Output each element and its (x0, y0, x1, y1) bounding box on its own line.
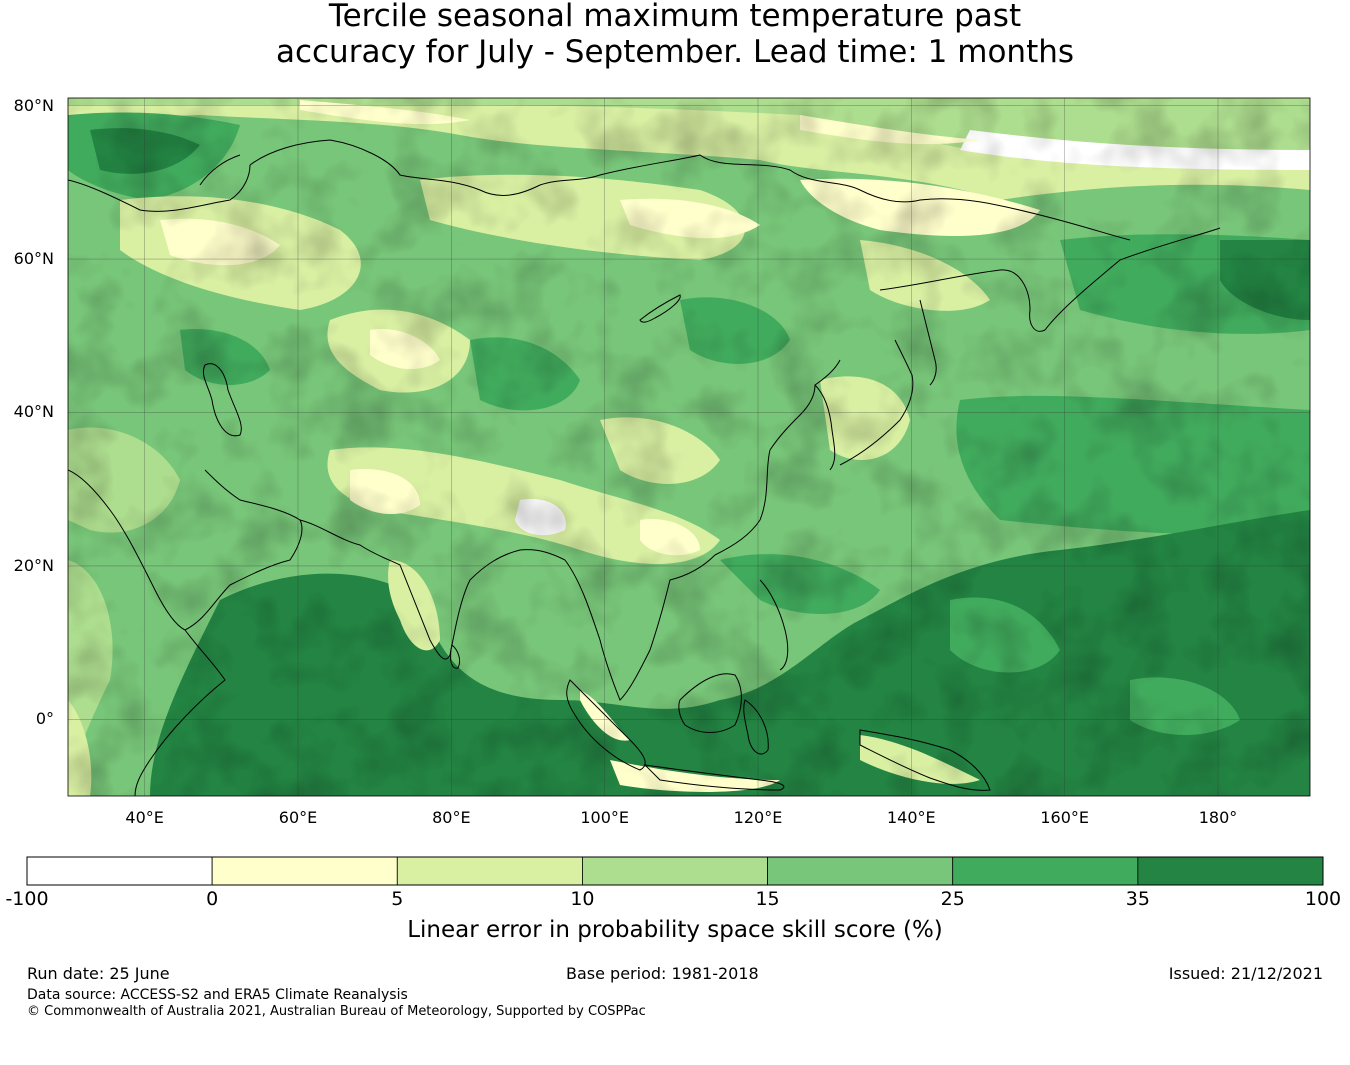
data-source: Data source: ACCESS-S2 and ERA5 Climate … (27, 987, 408, 1003)
colorbar-bin (582, 856, 768, 886)
coastlines (68, 139, 1221, 796)
longitude-label: 40°E (125, 808, 164, 827)
chart-title-line-2: accuracy for July - September. Lead time… (275, 34, 1075, 70)
colorbar-bin (26, 856, 213, 886)
colorbar-tick-label: 5 (391, 888, 404, 910)
colorbar-bin (767, 856, 954, 886)
colorbar-bin (211, 856, 398, 886)
latitude-label: 20°N (13, 555, 54, 575)
longitude-label: 140°E (887, 808, 936, 827)
colorbar-tick-label: 15 (755, 888, 780, 910)
run-date: Run date: 25 June (27, 964, 170, 983)
colorbar-frame (26, 856, 1324, 886)
map-field (68, 98, 1310, 796)
base-period: Base period: 1981-2018 (566, 964, 759, 983)
latitude-label: 40°N (13, 402, 54, 422)
copyright: © Commonwealth of Australia 2021, Austra… (27, 1004, 646, 1019)
colorbar-bin (1137, 856, 1324, 886)
latitude-label: 0° (35, 709, 54, 729)
map-frame (67, 97, 1311, 797)
colorbar-bin (396, 856, 583, 886)
longitude-label: 60°E (278, 808, 318, 827)
colorbar-tick-label: 10 (570, 888, 595, 910)
colorbar-label: Linear error in probability space skill … (407, 917, 943, 943)
chart-title-line-1: Tercile seasonal maximum temperature pas… (328, 0, 1022, 34)
colorbar-tick-label: -100 (5, 888, 49, 910)
colorbar-tick-label: 100 (1304, 888, 1342, 910)
longitude-label: 160°E (1040, 808, 1089, 827)
longitude-label: 180° (1198, 808, 1238, 827)
colorbar-tick-label: 35 (1125, 888, 1150, 910)
latitude-label: 60°N (13, 249, 54, 269)
colorbar-bin (952, 856, 1139, 886)
longitude-label: 100°E (580, 808, 629, 827)
longitude-label: 80°E (432, 808, 471, 827)
skill-score-map (67, 97, 1311, 797)
colorbar-tick-label: 0 (206, 888, 219, 910)
colorbar-tick-label: 25 (940, 888, 965, 910)
issued-date: Issued: 21/12/2021 (1168, 964, 1323, 983)
gridlines (68, 98, 1310, 796)
longitude-label: 120°E (733, 808, 783, 827)
latitude-label: 80°N (13, 95, 54, 115)
